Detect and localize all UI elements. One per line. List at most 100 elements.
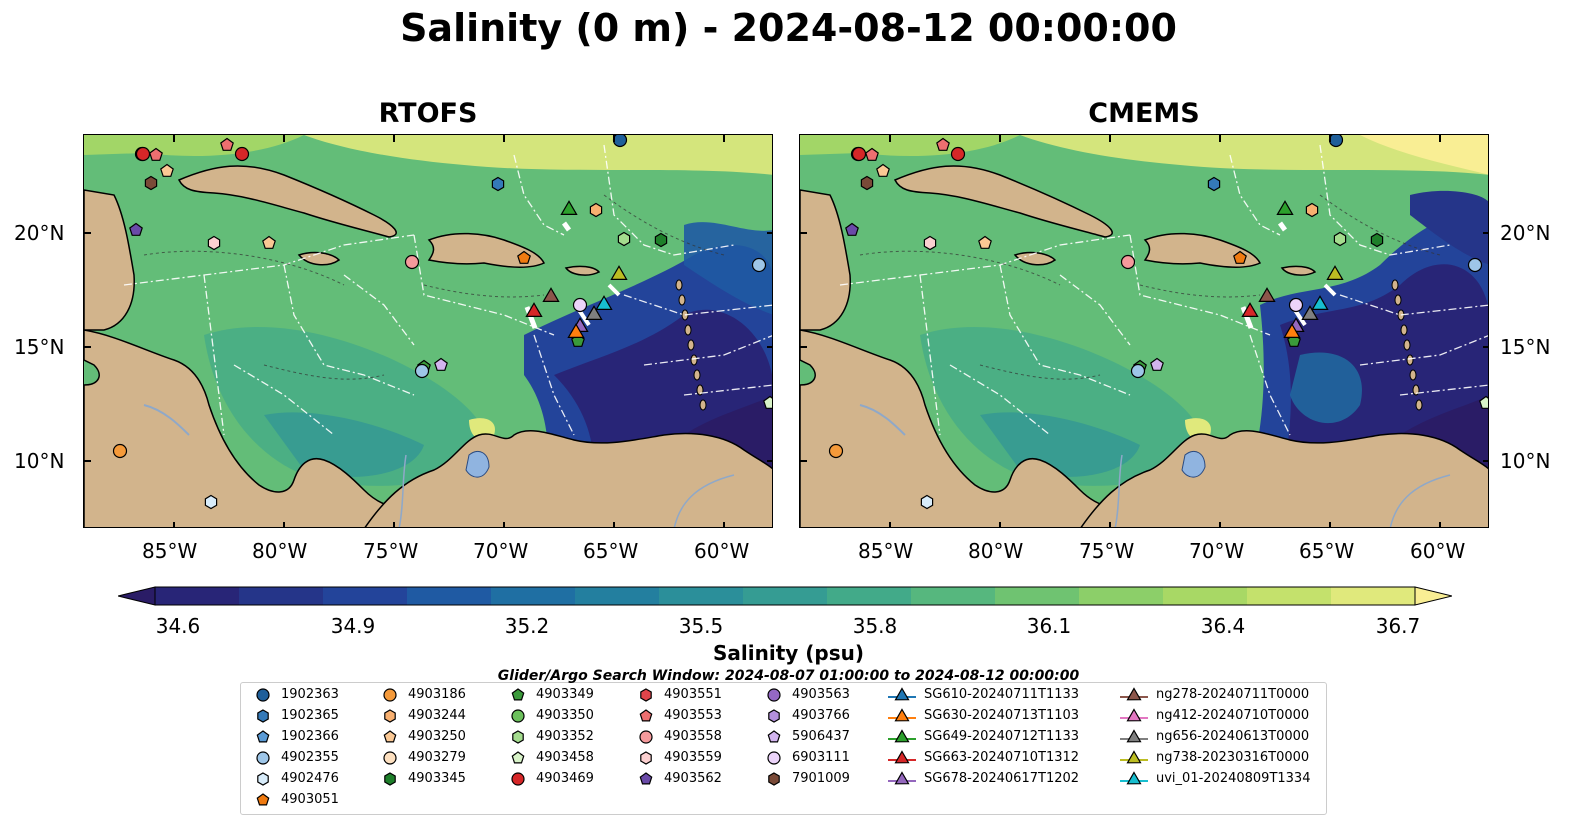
- landmass: [564, 265, 601, 276]
- argo-float-marker: [160, 163, 174, 177]
- argo-float-marker: [950, 146, 966, 162]
- lon-label-right-60w: 60°W: [1410, 539, 1466, 563]
- colorbar-segment: [827, 587, 912, 605]
- argo-float-marker: [923, 235, 937, 251]
- argo-float-marker: [572, 297, 588, 313]
- colorbar: [117, 586, 1453, 610]
- glider-marker: [1301, 305, 1319, 320]
- lon-label-left-60w: 60°W: [694, 539, 750, 563]
- panel-title-cmems: CMEMS: [1088, 98, 1200, 129]
- glider-marker: [542, 287, 560, 302]
- lon-label-right-85w: 85°W: [858, 539, 914, 563]
- colorbar-segment: [1247, 587, 1332, 605]
- argo-float-marker: [404, 254, 420, 270]
- lon-label-left-70w: 70°W: [473, 539, 529, 563]
- argo-float-marker: [1467, 257, 1483, 273]
- argo-float-marker: [1288, 297, 1304, 313]
- glider-marker: [585, 305, 603, 320]
- lon-label-left-65w: 65°W: [583, 539, 639, 563]
- argo-float-marker: [204, 494, 218, 510]
- figure-title: Salinity (0 m) - 2024-08-12 00:00:00: [400, 6, 1177, 50]
- argo-float-marker: [434, 357, 448, 371]
- landmass: [1143, 232, 1262, 268]
- argo-float-marker: [920, 494, 934, 510]
- lake: [1181, 451, 1206, 478]
- landmass: [1013, 251, 1057, 266]
- colorbar-segment: [1079, 587, 1164, 605]
- argo-float-marker: [612, 135, 628, 148]
- colorbar-tick: 36.1: [1026, 614, 1072, 638]
- colorbar-segment: [995, 587, 1080, 605]
- colorbar-segment: [743, 587, 828, 605]
- argo-float-marker: [936, 137, 950, 151]
- colorbar-tick: 35.2: [504, 614, 550, 638]
- argo-float-marker: [135, 146, 151, 162]
- lat-label-left-15n: 15°N: [14, 335, 65, 359]
- lat-label-right-20n: 20°N: [1500, 221, 1551, 245]
- colorbar-tick: 35.8: [852, 614, 898, 638]
- argo-float-marker: [491, 176, 505, 192]
- colorbar-segment: [491, 587, 576, 605]
- argo-float-marker: [589, 202, 603, 218]
- lon-label-right-70w: 70°W: [1189, 539, 1245, 563]
- glider-marker: [567, 323, 585, 338]
- landmass: [84, 189, 135, 331]
- glider-marker: [1258, 287, 1276, 302]
- argo-float-marker: [763, 395, 772, 409]
- glider-marker: [525, 302, 543, 317]
- argo-float-marker: [828, 443, 844, 459]
- argo-float-marker: [1233, 250, 1247, 264]
- landmass: [1280, 265, 1317, 276]
- landmass: [800, 189, 851, 331]
- argo-float-marker: [149, 147, 163, 161]
- colorbar-segment: [1163, 587, 1248, 605]
- argo-float-marker: [851, 146, 867, 162]
- colorbar-tick: 36.4: [1200, 614, 1246, 638]
- argo-float-marker: [1305, 202, 1319, 218]
- glider-marker: [1276, 200, 1294, 216]
- argo-float-marker: [144, 175, 158, 191]
- argo-float-marker: [234, 146, 250, 162]
- argo-float-marker: [207, 235, 221, 251]
- argo-float-marker: [1150, 357, 1164, 371]
- lat-label-left-20n: 20°N: [14, 221, 65, 245]
- landmass: [177, 165, 397, 238]
- map-cmems: [799, 134, 1489, 528]
- colorbar-tick: 36.7: [1375, 614, 1421, 638]
- lon-label-left-75w: 75°W: [363, 539, 419, 563]
- glider-marker: [595, 295, 613, 310]
- colorbar-segment: [407, 587, 492, 605]
- colorbar-tick: 35.5: [678, 614, 724, 638]
- legend: [240, 682, 1327, 815]
- colorbar-segment: [239, 587, 324, 605]
- colorbar-segment: [911, 587, 996, 605]
- landmass: [297, 251, 341, 266]
- glider-marker: [560, 200, 578, 216]
- glider-marker: [1283, 323, 1301, 338]
- argo-float-marker: [1207, 176, 1221, 192]
- argo-float-marker: [617, 231, 631, 247]
- lon-label-right-65w: 65°W: [1299, 539, 1355, 563]
- landmass: [364, 429, 772, 527]
- argo-float-marker: [978, 235, 992, 249]
- argo-float-marker: [860, 175, 874, 191]
- argo-float-marker: [1370, 232, 1384, 248]
- argo-float-marker: [517, 250, 531, 264]
- lon-label-right-80w: 80°W: [968, 539, 1024, 563]
- argo-float-marker: [1479, 395, 1488, 409]
- glider-marker: [1311, 295, 1329, 310]
- colorbar-segment: [323, 587, 408, 605]
- argo-float-marker: [262, 235, 276, 249]
- argo-float-marker: [654, 232, 668, 248]
- argo-float-marker: [865, 147, 879, 161]
- argo-float-marker: [1130, 363, 1146, 379]
- argo-float-marker: [1333, 231, 1347, 247]
- lat-label-left-10n: 10°N: [14, 449, 65, 473]
- argo-float-marker: [414, 363, 430, 379]
- panel-title-rtofs: RTOFS: [378, 98, 478, 129]
- lake: [465, 451, 490, 478]
- legend-title: Glider/Argo Search Window: 2024-08-07 01…: [497, 668, 1080, 684]
- glider-marker: [1241, 302, 1259, 317]
- argo-float-marker: [220, 137, 234, 151]
- colorbar-segment: [1331, 587, 1416, 605]
